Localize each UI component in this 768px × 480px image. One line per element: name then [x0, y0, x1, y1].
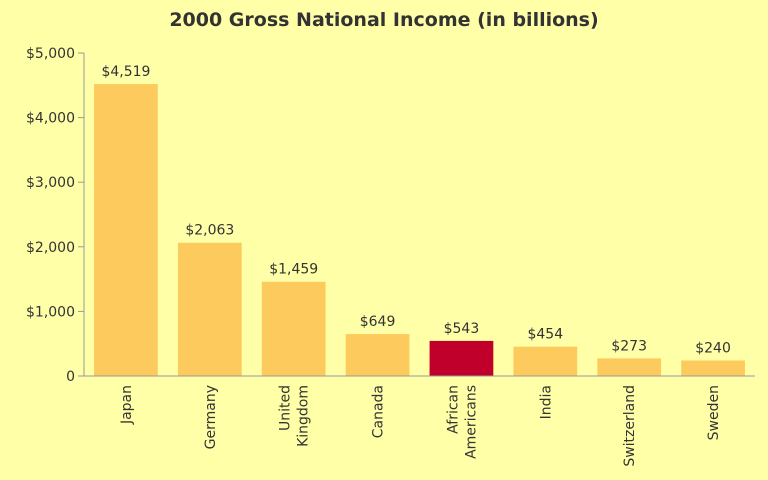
x-category-label-line: Japan	[119, 385, 135, 425]
x-category-label-line: India	[538, 385, 554, 419]
bar	[513, 346, 578, 376]
x-category-label-line: African	[445, 385, 461, 434]
x-category-label: Sweden	[706, 385, 722, 440]
bar	[345, 334, 410, 376]
x-axis: Japan Germany United Kingdom Canada African Am…	[84, 375, 755, 467]
data-label: $240	[695, 340, 731, 356]
y-tick-label: $5,000	[26, 46, 75, 62]
x-category-label-line: Canada	[371, 385, 387, 438]
bar	[681, 360, 745, 376]
bar	[429, 340, 494, 376]
x-category-label: United Kingdom	[278, 385, 312, 447]
x-category-label-line: Americans	[463, 385, 479, 459]
y-tick-label: 0	[66, 369, 75, 385]
y-tick-label: $4,000	[26, 111, 75, 127]
x-category-label: Germany	[203, 385, 219, 449]
x-category-label: India	[538, 385, 554, 419]
bar	[94, 84, 158, 376]
data-label: $543	[444, 321, 480, 337]
data-label: $454	[527, 327, 563, 343]
y-axis: 0 $1,000 $2,000 $3,000 $4,000 $5,000	[26, 46, 85, 385]
data-label: $273	[611, 338, 647, 354]
data-label: $649	[360, 314, 396, 330]
y-tick-label: $2,000	[26, 240, 75, 256]
x-category-label-line: Sweden	[706, 385, 722, 440]
bar	[597, 358, 662, 376]
x-category-label-line: Kingdom	[296, 385, 312, 447]
bars-group: $4,519 $2,063 $1,459 $649 $543 $454 $273 $240	[94, 64, 745, 376]
x-category-label: African Americans	[445, 385, 479, 459]
data-label: $1,459	[269, 262, 318, 278]
x-category-label: Japan	[119, 385, 135, 425]
y-tick-label: $3,000	[26, 175, 75, 191]
x-category-label: Canada	[371, 385, 387, 438]
x-category-label-line: Switzerland	[622, 385, 638, 467]
chart-title: 2000 Gross National Income (in billions)	[169, 9, 598, 31]
x-category-label: Switzerland	[622, 385, 638, 467]
x-category-label-line: Germany	[203, 385, 219, 449]
bar	[177, 242, 242, 376]
y-tick-label: $1,000	[26, 304, 75, 320]
bar	[261, 281, 326, 376]
data-label: $2,063	[185, 223, 234, 239]
data-label: $4,519	[101, 64, 150, 80]
x-category-label-line: United	[278, 385, 294, 431]
